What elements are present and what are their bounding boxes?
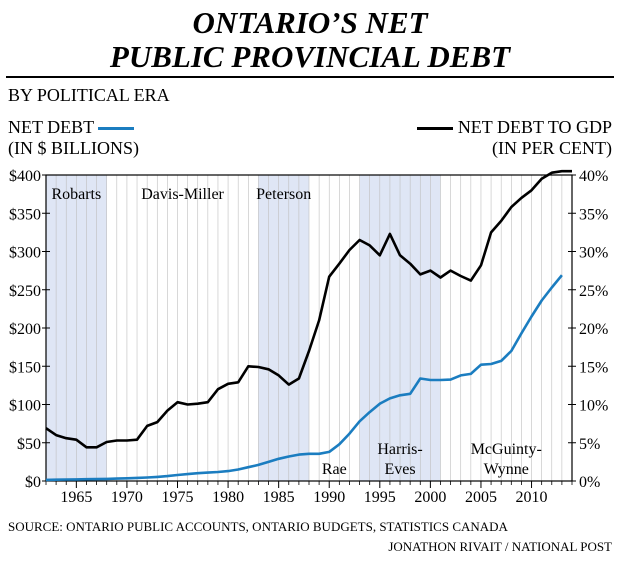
right-y-tick-label: 5% — [579, 436, 600, 453]
left-y-tick-label: $400 — [9, 168, 41, 185]
era-label-harris-eves-line-1: Harris- — [377, 441, 422, 458]
x-tick-label: 1995 — [364, 489, 396, 506]
right-y-tick-label: 30% — [579, 245, 608, 262]
era-label-davis-miller: Davis-Miller — [141, 186, 224, 203]
left-y-tick-label: $200 — [9, 321, 41, 338]
legend-net-debt-unit: (IN $ BILLIONS) — [8, 138, 139, 158]
left-y-tick-label: $50 — [17, 436, 41, 453]
legend-debt-to-gdp-swatch — [417, 127, 454, 131]
x-tick-label: 1980 — [212, 489, 244, 506]
era-band-peterson — [258, 175, 309, 481]
right-y-tick-label: 25% — [579, 283, 608, 300]
x-tick-label: 2010 — [516, 489, 548, 506]
right-y-tick-label: 20% — [579, 321, 608, 338]
chart-title-line-2: PUBLIC PROVINCIAL DEBT — [109, 39, 511, 74]
era-label-mcguinty-wynne-line-1: McGuinty- — [471, 441, 542, 458]
era-label-mcguinty-wynne-line-2: Wynne — [484, 461, 529, 478]
x-tick-label: 2000 — [414, 489, 446, 506]
era-label-robarts: Robarts — [51, 186, 101, 203]
net-debt-line — [45, 274, 563, 482]
era-label-peterson: Peterson — [256, 186, 311, 203]
x-tick-label: 1970 — [111, 489, 143, 506]
chart-subtitle: BY POLITICAL ERA — [8, 85, 170, 105]
legend-net-debt-swatch — [98, 127, 135, 131]
source-note: SOURCE: ONTARIO PUBLIC ACCOUNTS, ONTARIO… — [8, 519, 508, 534]
x-tick-label: 1965 — [60, 489, 92, 506]
left-y-tick-label: $0 — [25, 474, 41, 491]
right-y-tick-label: 10% — [579, 398, 608, 415]
legend-net-debt: NET DEBT (IN $ BILLIONS) — [8, 117, 139, 159]
era-label-rae: Rae — [322, 461, 347, 478]
legend-net-debt-label: NET DEBT — [8, 117, 94, 137]
left-y-tick-label: $350 — [9, 206, 41, 223]
right-y-tick-label: 15% — [579, 359, 608, 376]
right-y-tick-label: 40% — [579, 168, 608, 185]
left-y-tick-label: $300 — [9, 245, 41, 262]
chart-title-line-1: ONTARIO’S NET — [192, 5, 428, 40]
x-tick-label: 2005 — [465, 489, 497, 506]
x-tick-label: 1985 — [263, 489, 295, 506]
right-y-tick-label: 35% — [579, 206, 608, 223]
left-y-tick-label: $250 — [9, 283, 41, 300]
right-y-tick-label: 0% — [579, 474, 600, 491]
title-rule — [6, 76, 614, 78]
legend-debt-to-gdp-unit: (IN PER CENT) — [492, 138, 612, 158]
x-tick-label: 1975 — [162, 489, 194, 506]
x-tick-label: 1990 — [313, 489, 345, 506]
legend-debt-to-gdp-label: NET DEBT TO GDP — [457, 117, 612, 137]
credit-note: JONATHON RIVAIT / NATIONAL POST — [388, 539, 612, 554]
era-label-harris-eves-line-2: Eves — [384, 461, 415, 478]
debt-to-gdp-line — [45, 169, 572, 449]
left-y-tick-label: $150 — [9, 359, 41, 376]
legend-debt-to-gdp: NET DEBT TO GDP (IN PER CENT) — [417, 117, 612, 159]
left-y-tick-label: $100 — [9, 398, 41, 415]
